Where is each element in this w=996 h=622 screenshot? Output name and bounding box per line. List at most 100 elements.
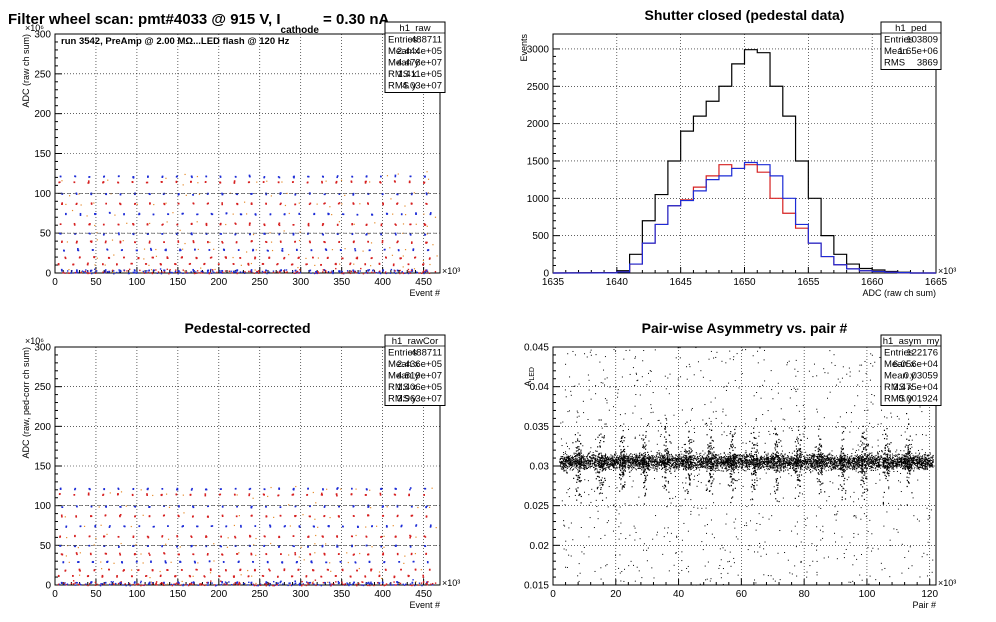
- data-point-sparse: [852, 564, 854, 566]
- data-point-band: [894, 455, 896, 457]
- data-point-red: [396, 202, 399, 205]
- data-point-sparse: [567, 411, 569, 413]
- data-point-blue: [249, 233, 251, 235]
- data-point-blue: [136, 560, 138, 563]
- data-point-baseline: [223, 583, 225, 585]
- data-point-baseline: [390, 268, 393, 271]
- data-point-band: [817, 459, 819, 461]
- data-point-band: [607, 462, 609, 464]
- data-point-sparse: [762, 384, 764, 386]
- data-point-band: [626, 456, 628, 458]
- data-point-orange: [114, 214, 116, 216]
- data-point-orange: [392, 525, 394, 527]
- data-point-band: [795, 467, 797, 469]
- data-point-red: [378, 262, 381, 265]
- data-point-sparse: [777, 382, 779, 384]
- data-point-baseline: [422, 271, 424, 273]
- stats-box-frame: [384, 21, 446, 93]
- data-point-baseline: [426, 584, 429, 586]
- data-point-orange: [344, 248, 346, 250]
- data-point-baseline: [421, 584, 423, 587]
- data-point-red: [410, 242, 413, 244]
- data-point-band: [834, 457, 836, 459]
- data-point-blue: [294, 580, 297, 583]
- data-point-baseline: [157, 271, 160, 273]
- data-point-red: [265, 515, 268, 518]
- data-point-sparse: [820, 507, 822, 509]
- data-point-baseline: [241, 271, 244, 274]
- data-point-sparse: [853, 491, 855, 493]
- data-point-sparse: [593, 527, 595, 529]
- data-point-red: [189, 262, 192, 265]
- data-point-baseline: [311, 582, 314, 584]
- data-point-baseline: [394, 270, 396, 272]
- data-point-sparse: [908, 550, 910, 552]
- data-point-red: [396, 241, 398, 244]
- data-point-blue: [109, 525, 111, 527]
- chart-title: Shutter closed (pedestal data): [645, 7, 845, 23]
- data-point-band: [920, 461, 922, 463]
- data-point-red: [60, 514, 63, 517]
- data-point-sparse: [729, 551, 731, 553]
- data-point-band: [691, 457, 693, 459]
- data-point-blue: [150, 561, 152, 563]
- data-point-blue: [167, 213, 170, 216]
- data-point-baseline: [155, 583, 157, 585]
- data-point-baseline: [122, 584, 124, 586]
- data-point-blue: [153, 525, 155, 528]
- data-point-blue: [132, 176, 135, 178]
- data-point-baseline: [71, 270, 73, 272]
- data-point-sparse: [596, 505, 598, 507]
- data-point-band: [784, 454, 786, 456]
- data-point-band: [875, 454, 877, 456]
- data-point-blue: [277, 176, 280, 178]
- data-point-red: [233, 493, 236, 496]
- data-point-band: [881, 458, 883, 460]
- data-point-blue: [367, 504, 370, 507]
- data-point-orange: [240, 264, 242, 266]
- data-point-sparse: [888, 502, 890, 504]
- data-point-blue: [394, 488, 397, 490]
- data-point-baseline: [313, 583, 315, 586]
- data-point-band: [717, 454, 719, 456]
- data-point-baseline: [413, 584, 416, 587]
- data-point-orange: [403, 562, 405, 564]
- data-point-blue: [269, 525, 272, 527]
- data-point-orange: [270, 486, 272, 489]
- data-point-sparse: [606, 377, 608, 379]
- data-point-baseline: [230, 270, 232, 273]
- x-tick-label: 1640: [606, 277, 629, 288]
- data-point-baseline: [84, 272, 86, 274]
- data-point-band: [573, 459, 575, 461]
- data-point-band: [607, 456, 609, 458]
- data-point-red: [239, 568, 242, 571]
- data-point-sparse: [576, 410, 578, 412]
- data-point-sparse: [595, 385, 597, 387]
- data-point-red: [192, 241, 195, 244]
- data-point-red: [382, 552, 385, 555]
- data-point-baseline: [200, 272, 203, 274]
- data-point-band: [922, 458, 924, 460]
- data-point-sparse: [882, 496, 884, 498]
- data-point-band: [927, 455, 929, 457]
- data-point-orange: [270, 195, 272, 197]
- data-point-red: [217, 263, 220, 266]
- data-point-blue: [119, 270, 122, 272]
- data-point-orange: [252, 497, 254, 499]
- data-point-blue: [179, 561, 182, 563]
- data-point-sparse: [910, 443, 912, 445]
- data-point-orange: [270, 542, 272, 545]
- data-point-blue: [88, 544, 91, 547]
- data-point-red: [395, 224, 397, 226]
- data-point-sparse: [618, 567, 620, 569]
- data-point-baseline: [418, 272, 420, 274]
- data-point-orange: [269, 232, 271, 234]
- data-point-blue: [367, 192, 369, 195]
- data-point-blue: [250, 193, 252, 195]
- data-point-blue: [103, 488, 106, 490]
- data-point-baseline: [162, 582, 164, 585]
- data-point-blue: [371, 525, 373, 527]
- data-point-sparse: [618, 513, 620, 515]
- data-point-sparse: [911, 446, 913, 448]
